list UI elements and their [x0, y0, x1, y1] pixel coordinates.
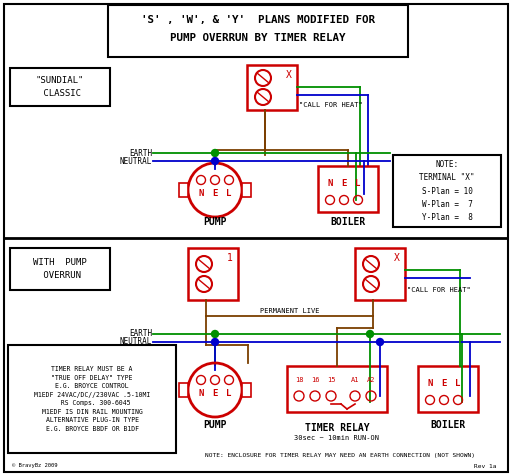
FancyBboxPatch shape: [10, 68, 110, 106]
Text: BOILER: BOILER: [330, 217, 366, 227]
Text: N: N: [198, 389, 204, 398]
FancyBboxPatch shape: [8, 345, 176, 453]
Circle shape: [211, 149, 219, 157]
Text: "CALL FOR HEAT": "CALL FOR HEAT": [407, 287, 471, 293]
Text: L: L: [226, 389, 232, 398]
Circle shape: [211, 330, 219, 337]
FancyBboxPatch shape: [179, 383, 188, 397]
Text: "SUNDIAL"
 CLASSIC: "SUNDIAL" CLASSIC: [36, 76, 84, 98]
Text: 30sec ~ 10min RUN-ON: 30sec ~ 10min RUN-ON: [294, 435, 379, 441]
Text: N: N: [327, 179, 333, 188]
Text: N: N: [198, 189, 204, 198]
Circle shape: [376, 338, 383, 346]
Text: X: X: [394, 253, 400, 263]
FancyBboxPatch shape: [4, 4, 508, 472]
FancyBboxPatch shape: [247, 65, 297, 110]
FancyBboxPatch shape: [242, 183, 251, 197]
Circle shape: [211, 338, 219, 346]
Text: EARTH: EARTH: [129, 149, 152, 158]
Text: PUMP OVERRUN BY TIMER RELAY: PUMP OVERRUN BY TIMER RELAY: [170, 33, 346, 43]
Text: PUMP: PUMP: [203, 420, 227, 430]
Text: 15: 15: [327, 377, 335, 383]
Text: 'S' , 'W', & 'Y'  PLANS MODIFIED FOR: 'S' , 'W', & 'Y' PLANS MODIFIED FOR: [141, 15, 375, 25]
Circle shape: [211, 158, 219, 165]
Text: "CALL FOR HEAT": "CALL FOR HEAT": [299, 102, 362, 108]
Text: 1: 1: [227, 253, 233, 263]
Text: E: E: [342, 179, 347, 188]
FancyBboxPatch shape: [393, 155, 501, 227]
Text: L: L: [355, 179, 360, 188]
Text: BOILER: BOILER: [431, 420, 465, 430]
Text: E: E: [212, 189, 218, 198]
Text: TIMER RELAY MUST BE A
"TRUE OFF DELAY" TYPE
E.G. BROYCE CONTROL
M1EDF 24VAC/DC//: TIMER RELAY MUST BE A "TRUE OFF DELAY" T…: [34, 366, 150, 432]
Text: 16: 16: [311, 377, 319, 383]
FancyBboxPatch shape: [318, 166, 378, 212]
Text: A1: A1: [351, 377, 359, 383]
FancyBboxPatch shape: [418, 366, 478, 412]
FancyBboxPatch shape: [188, 248, 238, 300]
Circle shape: [367, 330, 373, 337]
Text: 18: 18: [295, 377, 303, 383]
Text: L: L: [455, 379, 461, 388]
Text: PUMP: PUMP: [203, 217, 227, 227]
Text: Rev 1a: Rev 1a: [475, 464, 497, 468]
FancyBboxPatch shape: [179, 183, 188, 197]
Text: NEUTRAL: NEUTRAL: [120, 157, 152, 166]
Text: N: N: [428, 379, 433, 388]
Text: PERMANENT LIVE: PERMANENT LIVE: [260, 308, 320, 314]
Text: © BravyBz 2009: © BravyBz 2009: [12, 464, 57, 468]
FancyBboxPatch shape: [10, 248, 110, 290]
Text: A2: A2: [367, 377, 375, 383]
Text: TIMER RELAY: TIMER RELAY: [305, 423, 369, 433]
FancyBboxPatch shape: [355, 248, 405, 300]
Text: E: E: [441, 379, 446, 388]
Text: NEUTRAL: NEUTRAL: [120, 337, 152, 347]
Text: L: L: [226, 189, 232, 198]
Text: X: X: [286, 70, 292, 80]
Text: NOTE: ENCLOSURE FOR TIMER RELAY MAY NEED AN EARTH CONNECTION (NOT SHOWN): NOTE: ENCLOSURE FOR TIMER RELAY MAY NEED…: [205, 453, 475, 457]
FancyBboxPatch shape: [108, 5, 408, 57]
Text: NOTE:
TERMINAL "X"
S-Plan = 10
W-Plan =  7
Y-Plan =  8: NOTE: TERMINAL "X" S-Plan = 10 W-Plan = …: [419, 160, 475, 222]
Text: E: E: [212, 389, 218, 398]
Text: EARTH: EARTH: [129, 329, 152, 338]
Text: WITH  PUMP
 OVERRUN: WITH PUMP OVERRUN: [33, 258, 87, 280]
FancyBboxPatch shape: [242, 383, 251, 397]
FancyBboxPatch shape: [287, 366, 387, 412]
